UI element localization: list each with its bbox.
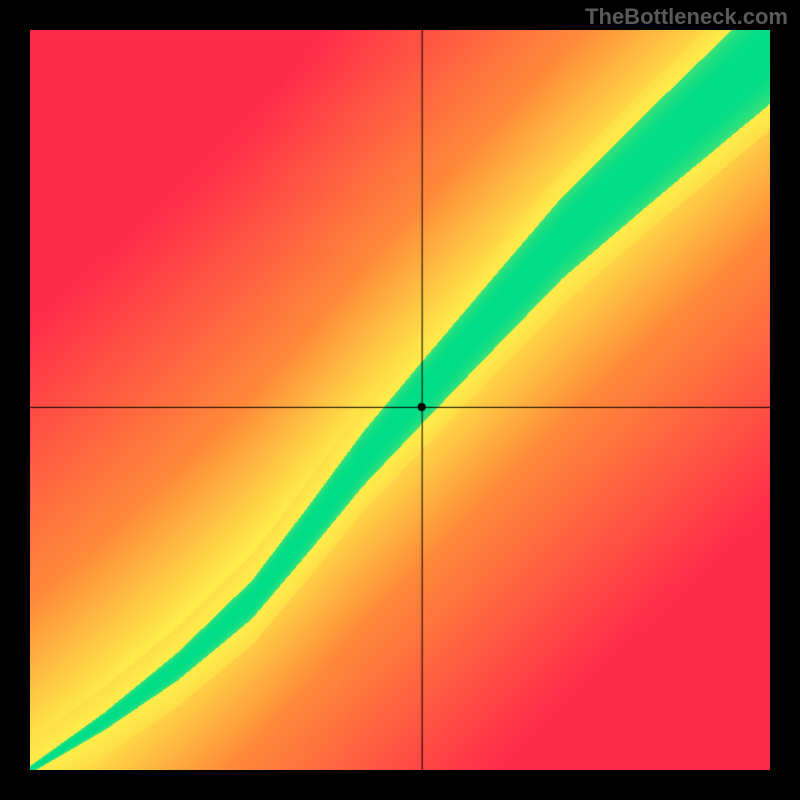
chart-container: TheBottleneck.com: [0, 0, 800, 800]
bottleneck-heatmap: [30, 30, 770, 770]
watermark-text: TheBottleneck.com: [585, 4, 788, 30]
